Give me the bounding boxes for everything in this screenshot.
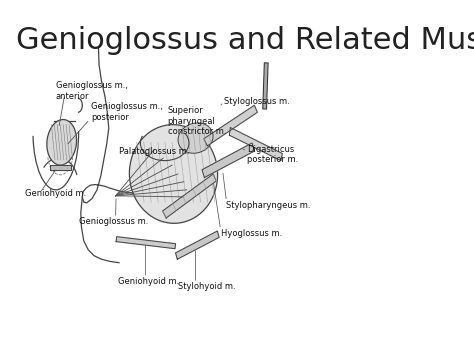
Text: Hyoglossus m.: Hyoglossus m. [220,229,282,238]
Text: Palatoglossus m.: Palatoglossus m. [119,147,190,155]
Text: Genioglossus m.: Genioglossus m. [79,217,149,226]
Ellipse shape [129,125,218,223]
Polygon shape [116,237,175,248]
Polygon shape [204,105,257,146]
Text: Stylopharyngeus m.: Stylopharyngeus m. [227,201,311,210]
Text: Stylohyoid m.: Stylohyoid m. [178,282,236,291]
Polygon shape [202,143,255,178]
Ellipse shape [178,123,213,153]
Polygon shape [50,165,71,170]
Text: Genioglossus m.,
anterior: Genioglossus m., anterior [56,81,128,101]
Polygon shape [175,231,219,259]
Text: Superior
pharyngeal
constrictor m.: Superior pharyngeal constrictor m. [168,106,226,136]
Text: Genioglossus and Related Muscles: Genioglossus and Related Muscles [16,26,474,55]
Polygon shape [229,127,283,160]
Text: Geniohyoid m.: Geniohyoid m. [25,189,86,198]
Polygon shape [163,174,216,218]
Text: Digastricus
posterior m.: Digastricus posterior m. [247,145,298,164]
Text: Styloglossus m.: Styloglossus m. [224,97,289,106]
Ellipse shape [47,120,77,165]
Text: Genioglossus m.,
posterior: Genioglossus m., posterior [91,103,163,122]
Text: Geniohyoid m.: Geniohyoid m. [118,277,179,286]
